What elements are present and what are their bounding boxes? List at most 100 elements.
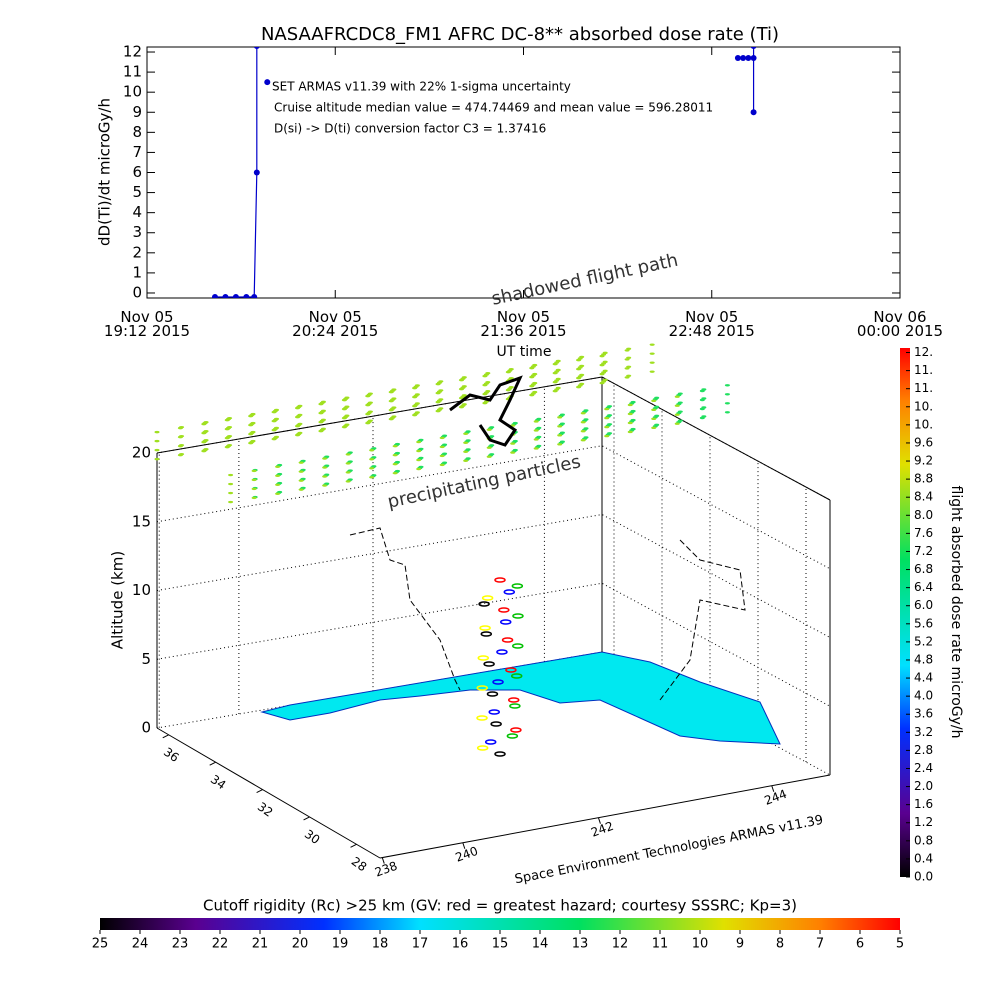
y-tick-label: 11 xyxy=(123,63,142,81)
particle xyxy=(251,478,257,482)
point xyxy=(750,109,757,116)
particle xyxy=(435,382,441,386)
point xyxy=(253,169,260,176)
particle xyxy=(557,443,563,446)
x-tick-label: Nov 05 21:36 2015 xyxy=(480,308,567,340)
point xyxy=(232,293,239,298)
particle xyxy=(529,393,535,397)
annotation: shadowed flight path xyxy=(490,250,680,310)
particle xyxy=(458,378,464,382)
colorbar-tick-label: 1.2 xyxy=(914,815,933,829)
point xyxy=(740,55,747,62)
particle xyxy=(224,445,230,449)
particle xyxy=(322,484,328,487)
particle xyxy=(154,439,160,443)
colorbar-tick-label: 6.8 xyxy=(914,562,933,576)
particle xyxy=(341,407,347,411)
particle xyxy=(674,413,680,416)
particle xyxy=(435,409,441,413)
particle xyxy=(624,367,630,370)
particle xyxy=(674,404,680,407)
colorbar-title: Cutoff rigidity (Rc) >25 km (GV: red = g… xyxy=(203,897,797,915)
particle xyxy=(533,429,539,432)
particle xyxy=(627,430,633,434)
flight-point xyxy=(476,715,488,721)
z-tick-label: 0 xyxy=(141,719,151,737)
particle xyxy=(505,370,511,374)
colorbar-tick-label: 0.4 xyxy=(914,851,933,865)
colorbar-tick-label: 12 xyxy=(612,937,629,952)
particle xyxy=(295,406,301,410)
particle xyxy=(318,429,324,433)
flight-point xyxy=(486,691,499,697)
colorbar-tick-label: 20 xyxy=(292,937,309,952)
y-tick-label: 28 xyxy=(349,854,370,874)
particle xyxy=(345,462,351,465)
colorbar-tick-label: 10 xyxy=(692,937,709,952)
particle xyxy=(486,446,492,449)
grid-line xyxy=(156,513,831,638)
particle xyxy=(298,470,304,473)
particle xyxy=(627,421,633,425)
point xyxy=(243,293,250,298)
y-tick-label: 34 xyxy=(208,772,229,792)
colorbar-tick-label: 24 xyxy=(132,937,149,952)
particle xyxy=(624,349,630,352)
particle xyxy=(624,376,630,379)
particle xyxy=(435,391,441,395)
particle xyxy=(154,430,160,434)
particle xyxy=(412,395,418,399)
line xyxy=(737,47,755,113)
y-tick-label: 12 xyxy=(123,43,142,61)
particle xyxy=(177,453,183,457)
particle xyxy=(458,387,464,391)
particle xyxy=(674,422,680,425)
particle xyxy=(365,394,371,398)
particle xyxy=(463,441,469,445)
flight-point xyxy=(492,679,504,685)
particle xyxy=(416,458,422,462)
particle xyxy=(275,474,281,477)
particle xyxy=(345,480,351,483)
particle xyxy=(341,398,347,402)
flight-point xyxy=(488,709,500,715)
particle xyxy=(298,488,304,491)
particle xyxy=(154,448,160,452)
particle xyxy=(651,408,657,412)
colorbar-tick-label: 2.4 xyxy=(914,761,933,775)
point xyxy=(222,293,229,298)
particle xyxy=(248,423,254,427)
particle xyxy=(649,370,655,373)
particle xyxy=(529,366,535,370)
flight-point xyxy=(509,703,521,709)
particle xyxy=(486,455,492,458)
particle xyxy=(510,442,516,445)
particle xyxy=(318,420,324,424)
grid-line xyxy=(156,445,831,570)
particle xyxy=(557,434,563,437)
particle xyxy=(576,367,582,371)
particle xyxy=(529,384,535,388)
flight-point xyxy=(512,643,524,649)
y-tick-label: 32 xyxy=(255,799,276,819)
colorbar-tick-label: 25 xyxy=(92,937,109,952)
particle xyxy=(177,426,183,430)
particle xyxy=(482,383,488,387)
flight-point xyxy=(478,601,490,607)
particle xyxy=(224,418,230,422)
particle xyxy=(322,475,328,478)
particle xyxy=(533,420,539,423)
colorbar-tick-label: 14 xyxy=(532,937,549,952)
annotation: Cruise altitude median value = 474.74469… xyxy=(274,101,713,115)
y-tick-label: 36 xyxy=(161,745,182,765)
x-axis-label: UT time xyxy=(497,344,552,360)
particle xyxy=(228,473,234,477)
particle xyxy=(699,398,705,402)
particle xyxy=(224,427,230,431)
particle xyxy=(416,467,422,471)
flight-point xyxy=(496,649,508,655)
flight-point xyxy=(484,739,497,745)
particle xyxy=(318,411,324,415)
colorbar-tick-label: 10. xyxy=(914,399,933,413)
particle xyxy=(412,404,418,408)
